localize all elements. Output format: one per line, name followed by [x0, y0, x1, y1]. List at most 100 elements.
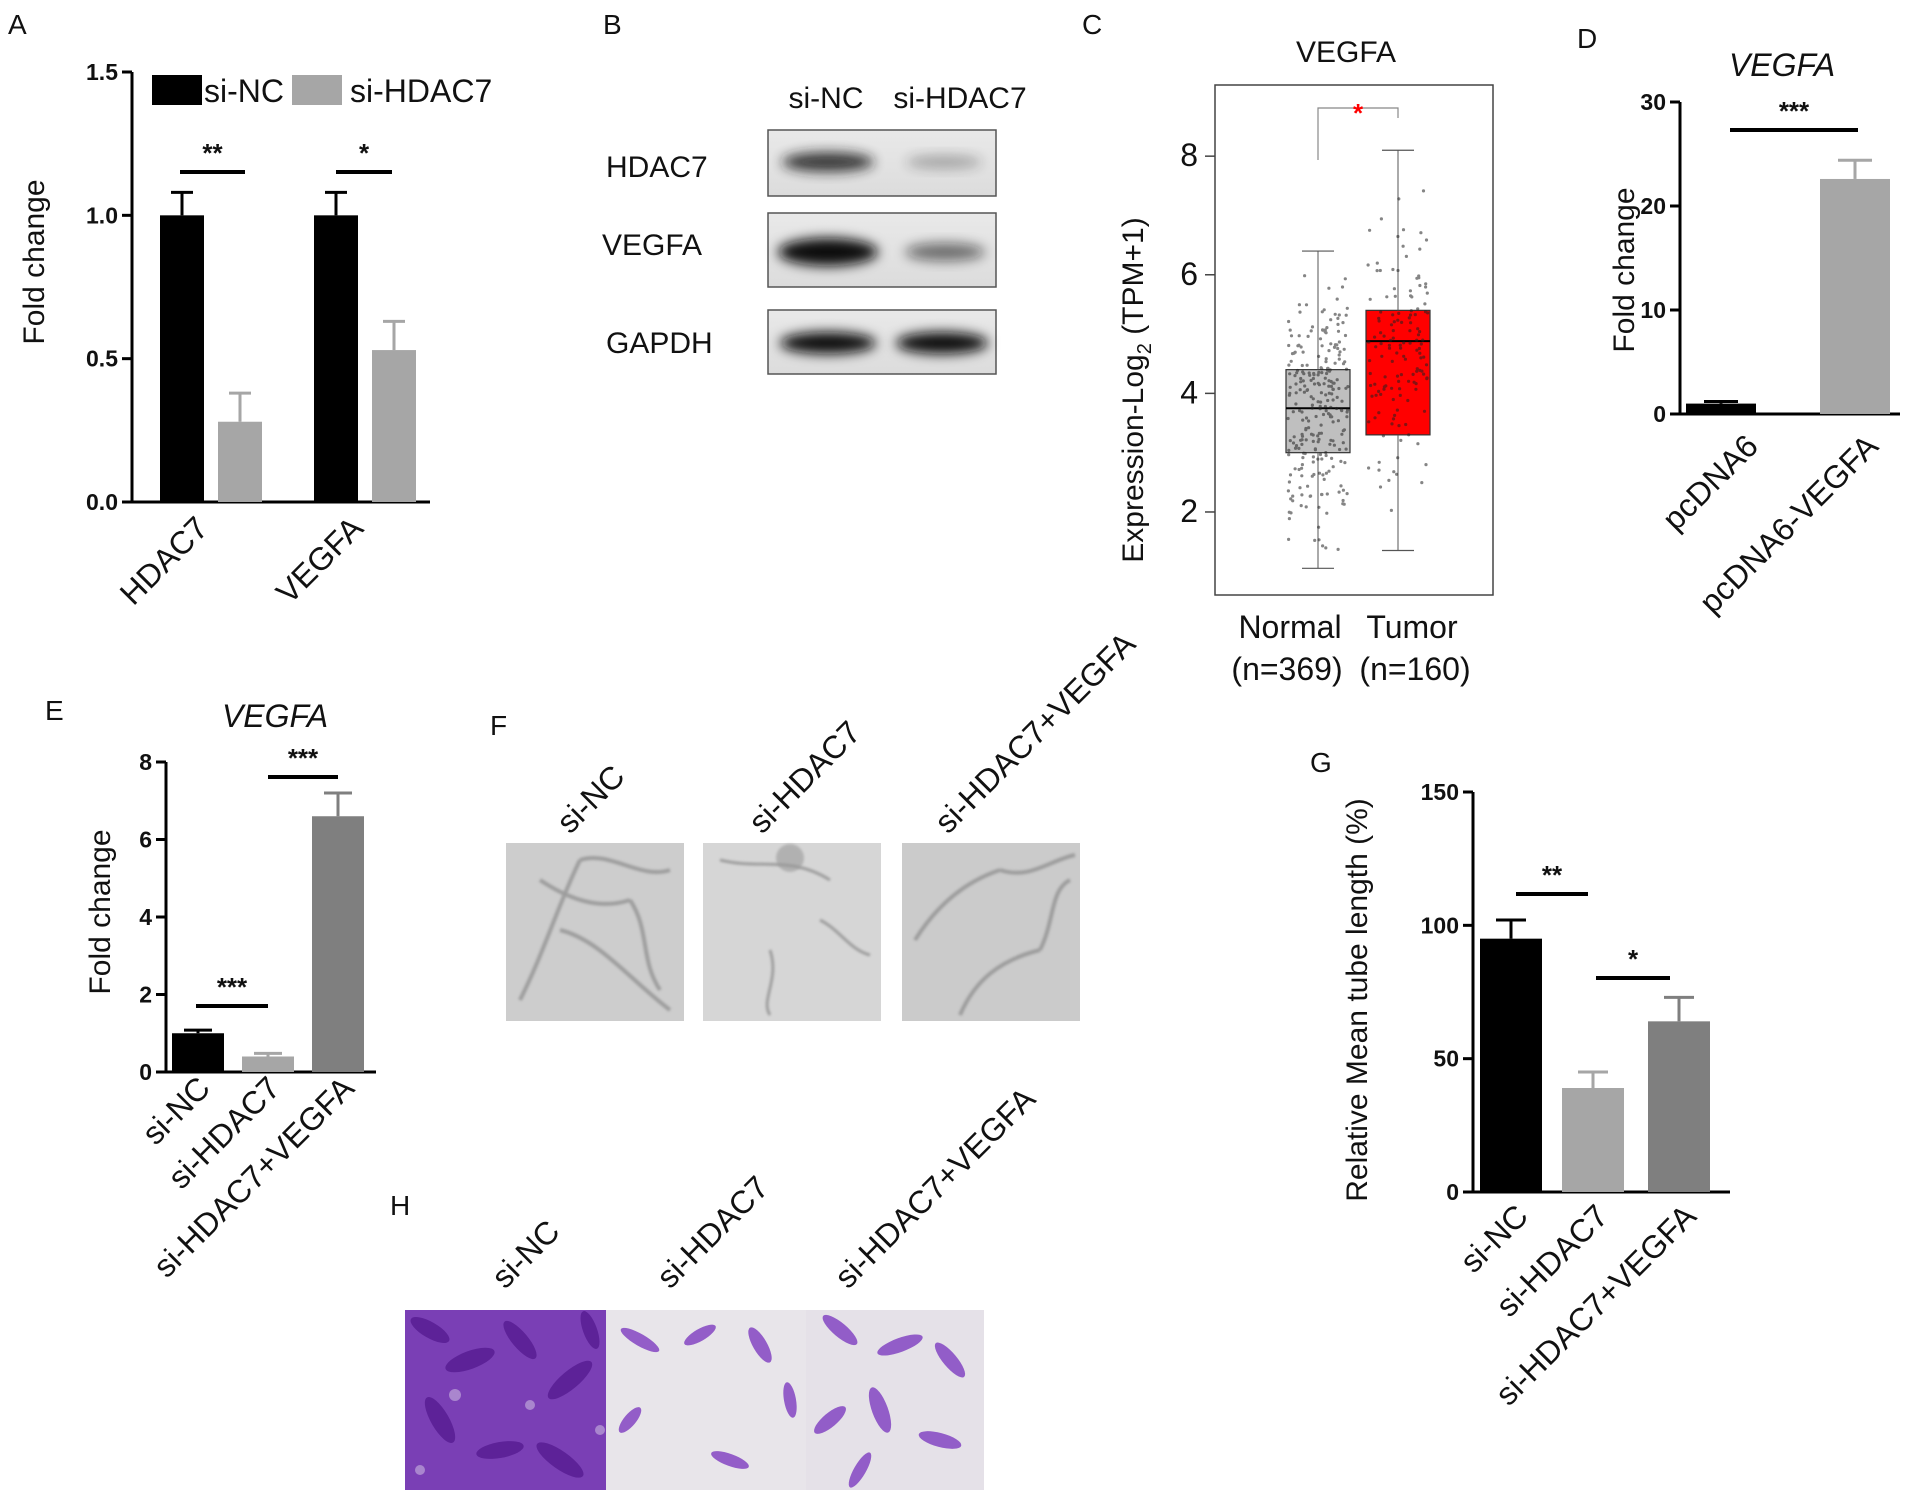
data-point	[1379, 392, 1383, 396]
transwell-image-si-hdac7	[606, 1310, 814, 1490]
data-point	[1304, 438, 1308, 442]
data-point	[1421, 189, 1426, 193]
data-point	[1331, 387, 1335, 391]
data-point	[1302, 372, 1306, 376]
data-point	[1317, 370, 1321, 374]
data-point	[1319, 366, 1323, 370]
data-point	[1408, 341, 1412, 345]
data-point	[1337, 340, 1341, 344]
data-point	[1328, 413, 1332, 417]
data-point	[1331, 381, 1335, 385]
data-point	[1336, 316, 1340, 320]
data-point	[1336, 547, 1340, 552]
data-point	[1323, 376, 1327, 380]
tube-image-si-hdac7-vegfa	[902, 843, 1080, 1021]
data-point	[1382, 334, 1386, 338]
data-point	[1397, 424, 1401, 428]
data-point	[1294, 444, 1299, 448]
data-point	[1305, 388, 1310, 392]
data-point	[1308, 494, 1312, 498]
data-point	[1418, 283, 1422, 288]
data-point	[1302, 390, 1306, 394]
data-point	[1300, 363, 1304, 368]
category-label-pcdna6: pcDNA6	[1655, 427, 1765, 537]
data-point	[1369, 383, 1373, 388]
wb-band-hdac7-si-hdac7	[906, 155, 982, 169]
data-point	[1287, 343, 1291, 348]
data-point	[1330, 456, 1334, 460]
data-point	[1383, 375, 1387, 379]
y-tick-label: 30	[1640, 89, 1666, 115]
data-point	[1404, 254, 1408, 258]
data-point	[1293, 467, 1297, 471]
data-point	[1415, 338, 1419, 342]
data-point	[1393, 294, 1397, 298]
tube-image-si-hdac7	[703, 843, 881, 1021]
data-point	[1378, 268, 1382, 273]
data-point	[1392, 470, 1396, 474]
data-point	[1407, 433, 1411, 437]
data-point	[1341, 441, 1345, 445]
data-point	[1328, 368, 1332, 372]
data-point	[1306, 484, 1310, 488]
data-point	[1426, 311, 1430, 315]
y-tick-label: 6	[139, 827, 152, 853]
data-point	[1311, 439, 1315, 443]
data-point	[1418, 247, 1422, 251]
data-point	[1402, 354, 1406, 358]
box-normal	[1285, 250, 1351, 569]
data-point	[1398, 387, 1402, 391]
data-point	[1329, 384, 1333, 388]
data-point	[1328, 442, 1332, 446]
panel-label-g: G	[1310, 747, 1332, 778]
data-point	[1420, 481, 1424, 485]
data-point	[1340, 432, 1344, 436]
data-point	[1415, 369, 1419, 373]
data-point	[1295, 368, 1300, 373]
chart-title: VEGFA	[222, 698, 328, 734]
panel-label-d: D	[1577, 23, 1597, 54]
y-tick-label: 8	[1180, 137, 1198, 173]
data-point	[1416, 442, 1420, 446]
data-point	[1330, 392, 1334, 396]
data-point	[1305, 363, 1309, 367]
data-point	[1320, 371, 1324, 375]
data-point	[1366, 340, 1370, 344]
data-point	[1324, 409, 1328, 413]
y-tick-label: 8	[139, 749, 152, 775]
data-point	[1338, 350, 1342, 354]
data-point	[1312, 371, 1316, 376]
wb-band-gapdh-si-nc	[780, 332, 876, 354]
data-point	[1377, 319, 1381, 323]
data-point	[1422, 355, 1426, 359]
data-point	[1342, 347, 1346, 351]
data-point	[1389, 508, 1393, 512]
data-point	[1304, 416, 1309, 420]
data-point	[1309, 378, 1313, 382]
significance-label: *	[1628, 944, 1639, 974]
wb-column-si-hdac7: si-HDAC7	[893, 82, 1026, 115]
data-point	[1320, 310, 1324, 314]
data-point	[1342, 502, 1346, 506]
significance-bracket	[1317, 107, 1399, 160]
data-point	[1300, 410, 1304, 414]
y-tick-label: 0.0	[86, 489, 118, 515]
data-point	[1391, 313, 1395, 317]
data-point	[1415, 367, 1419, 371]
group-label-tumor: Tumor	[1366, 609, 1458, 645]
data-point	[1293, 350, 1297, 354]
data-point	[1304, 505, 1308, 509]
y-axis-label: Expression-Log2 (TPM+1)	[1117, 217, 1156, 562]
group-n-normal: (n=369)	[1231, 651, 1342, 687]
data-point	[1344, 447, 1348, 451]
data-point	[1408, 289, 1412, 293]
data-point	[1370, 394, 1374, 398]
data-point	[1396, 234, 1400, 239]
data-point	[1300, 466, 1304, 470]
data-point	[1366, 263, 1370, 267]
data-point	[1337, 313, 1341, 317]
data-point	[1392, 320, 1396, 324]
data-point	[1316, 457, 1320, 461]
data-point	[1324, 546, 1328, 550]
